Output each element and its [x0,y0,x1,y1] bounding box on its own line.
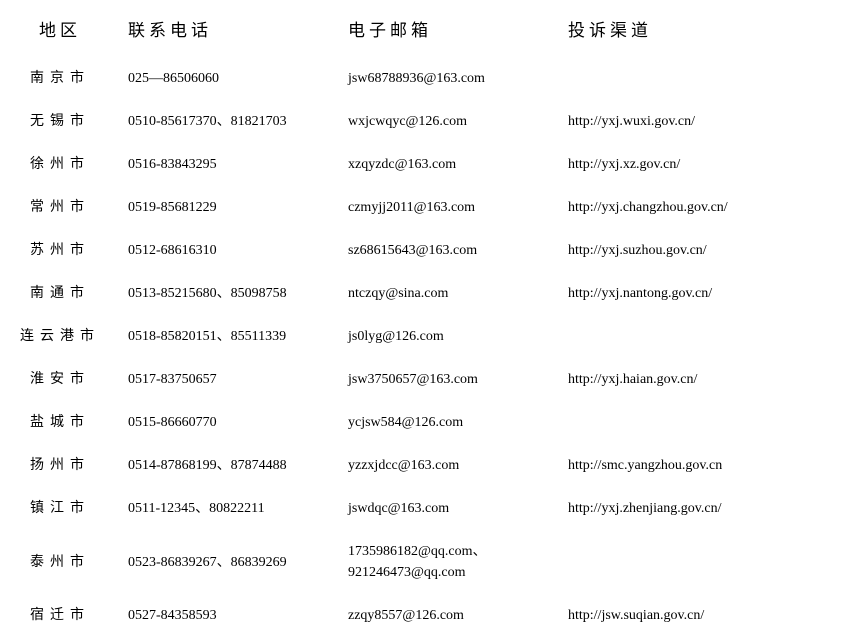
cell-phone: 0523-86839267、86839269 [120,530,340,594]
cell-region: 南通市 [0,272,120,315]
cell-url: http://yxj.changzhou.gov.cn/ [560,186,847,229]
cell-phone: 0519-85681229 [120,186,340,229]
cell-region: 常州市 [0,186,120,229]
cell-url: http://yxj.xz.gov.cn/ [560,143,847,186]
cell-email: 1735986182@qq.com、921246473@qq.com [340,530,560,594]
cell-url: http://yxj.nantong.gov.cn/ [560,272,847,315]
cell-url: http://yxj.zhenjiang.gov.cn/ [560,487,847,530]
cell-region: 连云港市 [0,315,120,358]
cell-region: 苏州市 [0,229,120,272]
cell-region: 南京市 [0,57,120,100]
cell-phone: 0512-68616310 [120,229,340,272]
cell-email: jsw68788936@163.com [340,57,560,100]
header-url: 投诉渠道 [560,0,847,57]
table-row: 徐州市0516-83843295xzqyzdc@163.comhttp://yx… [0,143,847,186]
cell-url [560,57,847,100]
table-row: 泰州市0523-86839267、868392691735986182@qq.c… [0,530,847,594]
header-row: 地区 联系电话 电子邮箱 投诉渠道 [0,0,847,57]
cell-url: http://jsw.suqian.gov.cn/ [560,594,847,637]
table-row: 宿迁市0527-84358593zzqy8557@126.comhttp://j… [0,594,847,637]
cell-phone: 0514-87868199、87874488 [120,444,340,487]
cell-phone: 0517-83750657 [120,358,340,401]
cell-url: http://smc.yangzhou.gov.cn [560,444,847,487]
cell-region: 徐州市 [0,143,120,186]
cell-email: sz68615643@163.com [340,229,560,272]
cell-region: 镇江市 [0,487,120,530]
table-row: 淮安市0517-83750657jsw3750657@163.comhttp:/… [0,358,847,401]
cell-region: 宿迁市 [0,594,120,637]
cell-email: czmyjj2011@163.com [340,186,560,229]
cell-phone: 0515-86660770 [120,401,340,444]
table-row: 南通市0513-85215680、85098758ntczqy@sina.com… [0,272,847,315]
cell-email: ycjsw584@126.com [340,401,560,444]
cell-phone: 0516-83843295 [120,143,340,186]
cell-phone: 025—86506060 [120,57,340,100]
cell-region: 无锡市 [0,100,120,143]
cell-email: zzqy8557@126.com [340,594,560,637]
cell-email: jswdqc@163.com [340,487,560,530]
table-row: 扬州市0514-87868199、87874488yzzxjdcc@163.co… [0,444,847,487]
cell-url: http://yxj.haian.gov.cn/ [560,358,847,401]
table-row: 无锡市0510-85617370、81821703wxjcwqyc@126.co… [0,100,847,143]
table-row: 苏州市0512-68616310sz68615643@163.comhttp:/… [0,229,847,272]
header-phone: 联系电话 [120,0,340,57]
cell-phone: 0513-85215680、85098758 [120,272,340,315]
cell-email: js0lyg@126.com [340,315,560,358]
header-region: 地区 [0,0,120,57]
cell-region: 泰州市 [0,530,120,594]
cell-phone: 0510-85617370、81821703 [120,100,340,143]
cell-phone: 0527-84358593 [120,594,340,637]
cell-region: 淮安市 [0,358,120,401]
table-row: 盐城市0515-86660770ycjsw584@126.com [0,401,847,444]
cell-email: wxjcwqyc@126.com [340,100,560,143]
cell-phone: 0511-12345、80822211 [120,487,340,530]
cell-url [560,315,847,358]
cell-phone: 0518-85820151、85511339 [120,315,340,358]
cell-url: http://yxj.suzhou.gov.cn/ [560,229,847,272]
table-row: 南京市025—86506060jsw68788936@163.com [0,57,847,100]
table-row: 镇江市0511-12345、80822211jswdqc@163.comhttp… [0,487,847,530]
cell-email: ntczqy@sina.com [340,272,560,315]
table-row: 常州市0519-85681229czmyjj2011@163.comhttp:/… [0,186,847,229]
contact-table: 地区 联系电话 电子邮箱 投诉渠道 南京市025—86506060jsw6878… [0,0,847,637]
cell-url [560,401,847,444]
cell-region: 扬州市 [0,444,120,487]
table-row: 连云港市0518-85820151、85511339js0lyg@126.com [0,315,847,358]
cell-region: 盐城市 [0,401,120,444]
cell-email: xzqyzdc@163.com [340,143,560,186]
table-body: 南京市025—86506060jsw68788936@163.com无锡市051… [0,57,847,637]
cell-url [560,530,847,594]
cell-email: yzzxjdcc@163.com [340,444,560,487]
header-email: 电子邮箱 [340,0,560,57]
cell-url: http://yxj.wuxi.gov.cn/ [560,100,847,143]
cell-email: jsw3750657@163.com [340,358,560,401]
